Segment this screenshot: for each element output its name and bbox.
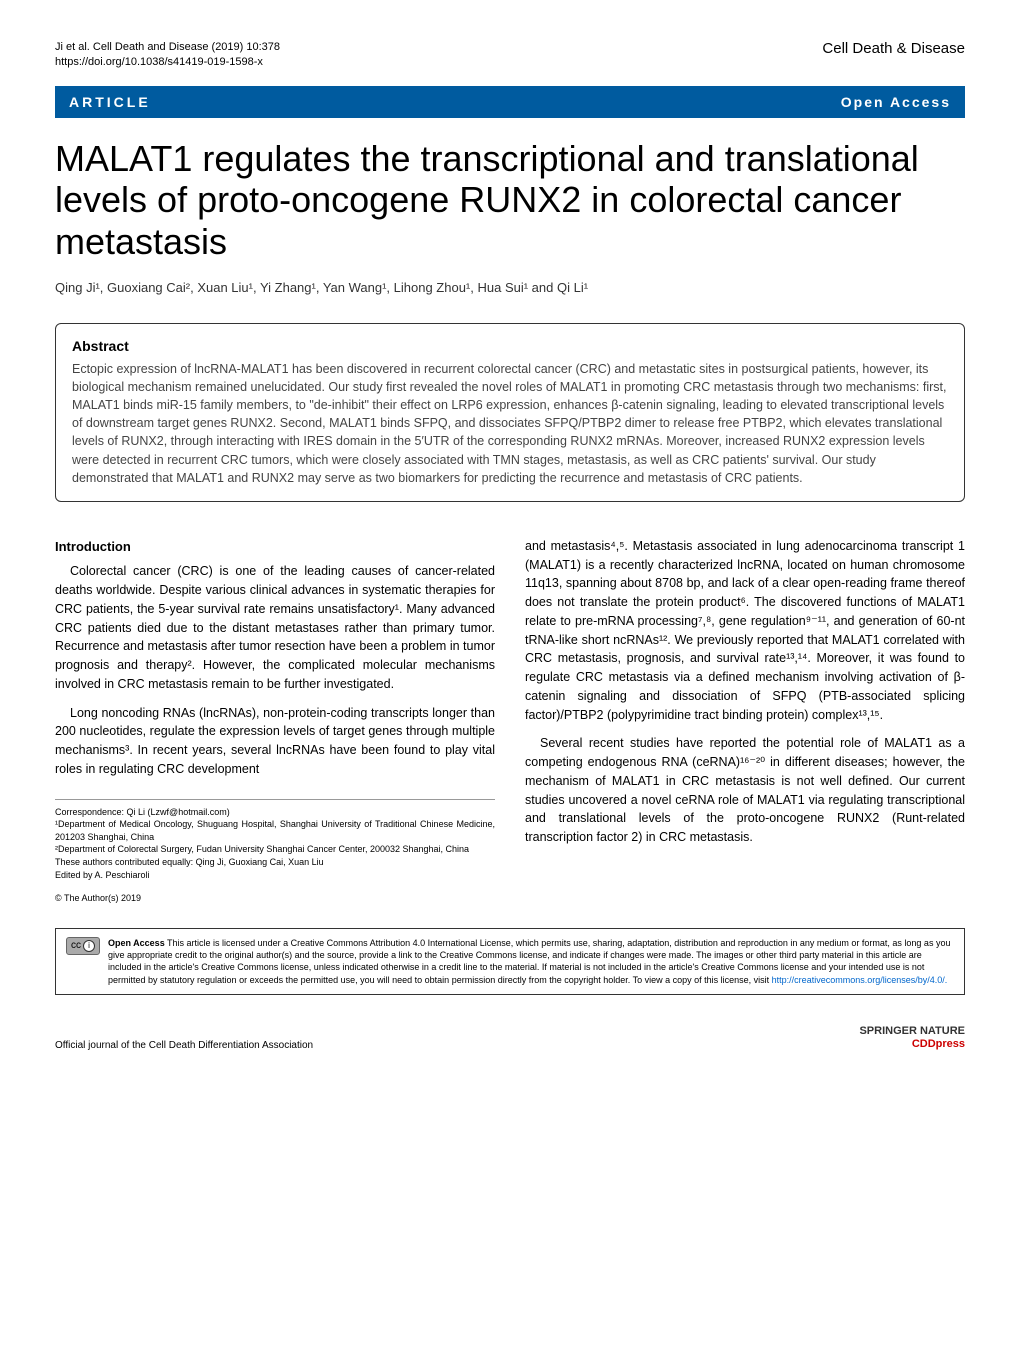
edited-by: Edited by A. Peschiaroli: [55, 869, 495, 882]
license-text-wrapper: Open Access This article is licensed und…: [108, 937, 954, 986]
article-label: ARTICLE: [69, 94, 151, 110]
open-access-bold: Open Access: [108, 938, 165, 948]
abstract-text: Ectopic expression of lncRNA-MALAT1 has …: [72, 360, 948, 487]
correspondence-line: Correspondence: Qi Li (Lzwf@hotmail.com): [55, 806, 495, 819]
correspondence-block: Correspondence: Qi Li (Lzwf@hotmail.com)…: [55, 799, 495, 882]
journal-name: Cell Death & Disease: [822, 40, 965, 57]
citation-block: Ji et al. Cell Death and Disease (2019) …: [55, 40, 280, 71]
copyright-line: © The Author(s) 2019: [55, 893, 965, 903]
intro-paragraph-1: Colorectal cancer (CRC) is one of the le…: [55, 562, 495, 693]
affiliation-2: ²Department of Colorectal Surgery, Fudan…: [55, 843, 495, 856]
cc-text: cc: [71, 939, 81, 953]
affiliation-1: ¹Department of Medical Oncology, Shuguan…: [55, 818, 495, 843]
cc-by-icon: i: [83, 940, 95, 952]
article-title: MALAT1 regulates the transcriptional and…: [55, 138, 965, 262]
equal-contribution: These authors contributed equally: Qing …: [55, 856, 495, 869]
intro-paragraph-3: and metastasis⁴,⁵. Metastasis associated…: [525, 537, 965, 725]
license-link[interactable]: http://creativecommons.org/licenses/by/4…: [772, 975, 948, 985]
article-type-bar: ARTICLE Open Access: [55, 86, 965, 118]
open-access-label: Open Access: [841, 94, 951, 110]
right-column: and metastasis⁴,⁵. Metastasis associated…: [525, 537, 965, 881]
intro-paragraph-4: Several recent studies have reported the…: [525, 734, 965, 847]
cdd-press-text: CDDpress: [859, 1038, 965, 1051]
abstract-heading: Abstract: [72, 338, 948, 354]
page-header: Ji et al. Cell Death and Disease (2019) …: [55, 40, 965, 71]
publisher-logo: SPRINGER NATURE CDDpress: [859, 1025, 965, 1051]
body-columns: Introduction Colorectal cancer (CRC) is …: [55, 537, 965, 881]
abstract-box: Abstract Ectopic expression of lncRNA-MA…: [55, 323, 965, 502]
page-footer: Official journal of the Cell Death Diffe…: [55, 1025, 965, 1051]
left-column: Introduction Colorectal cancer (CRC) is …: [55, 537, 495, 881]
citation-doi: https://doi.org/10.1038/s41419-019-1598-…: [55, 55, 280, 70]
license-box: cc i Open Access This article is license…: [55, 928, 965, 995]
citation-line-1: Ji et al. Cell Death and Disease (2019) …: [55, 40, 280, 55]
footer-left: Official journal of the Cell Death Diffe…: [55, 1040, 313, 1051]
intro-paragraph-2: Long noncoding RNAs (lncRNAs), non-prote…: [55, 704, 495, 779]
introduction-heading: Introduction: [55, 537, 495, 557]
authors-list: Qing Ji¹, Guoxiang Cai², Xuan Liu¹, Yi Z…: [55, 280, 965, 295]
springer-nature-text: SPRINGER NATURE: [859, 1025, 965, 1038]
cc-badge-icon: cc i: [66, 937, 100, 955]
